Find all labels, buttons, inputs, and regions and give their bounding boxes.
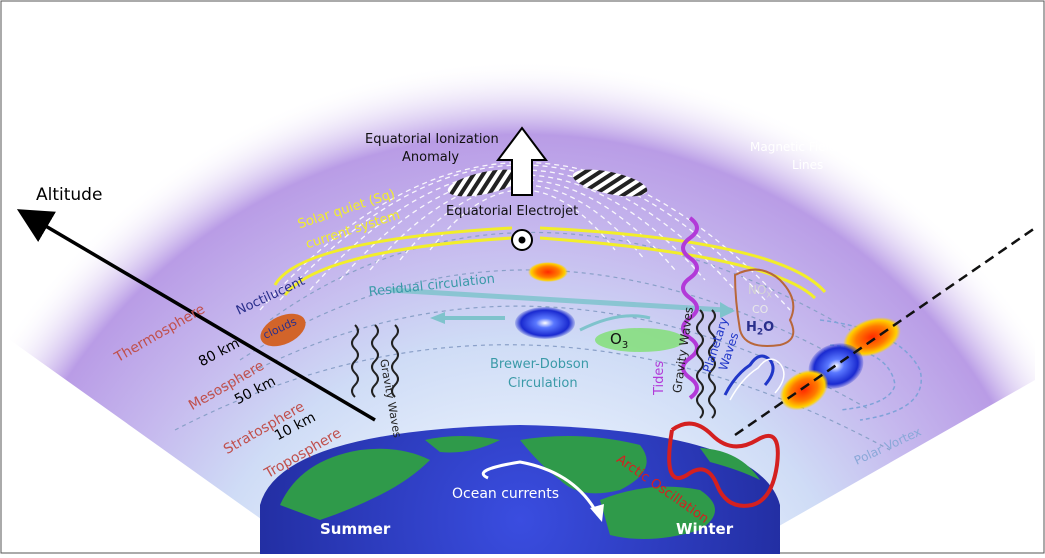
winter-label: Winter <box>676 520 734 538</box>
gravity-waves-right <box>696 309 716 419</box>
cold-spot-stratosphere <box>515 307 575 339</box>
hot-spot-mesosphere <box>528 262 568 282</box>
ozone-label: O3 <box>610 330 629 351</box>
summer-label: Summer <box>320 520 391 538</box>
eia-label-line1: Equatorial Ionization <box>365 132 499 147</box>
planetary-waves <box>723 354 775 396</box>
land-masses <box>280 436 760 539</box>
ocean-currents-label: Ocean currents <box>452 486 560 502</box>
rotation-axis <box>734 226 1036 437</box>
magnetic-field-label-line1: Magnetic Field <box>750 140 837 154</box>
ocean-current-arrow <box>481 460 600 516</box>
brewer-dobson-label-line2: Circulation <box>508 376 578 391</box>
nox-label: NOX <box>748 283 772 300</box>
electrojet-label: Equatorial Electrojet <box>446 204 579 219</box>
altitude-axis-label: Altitude <box>36 185 103 205</box>
arctic-oscillation-wave <box>667 421 780 508</box>
noctilucent-clouds-blob <box>260 313 306 347</box>
gravity-waves-left <box>351 324 399 398</box>
tides-wave <box>681 216 699 400</box>
nox-box <box>733 268 795 347</box>
residual-circulation-arrow <box>389 287 726 313</box>
hot-spot-polar-upper <box>843 317 901 357</box>
eia-crest-right <box>572 169 648 197</box>
ozone-blob <box>595 328 685 352</box>
eia-label-line2: Anomaly <box>402 150 460 165</box>
altitude-axis-arrow <box>16 209 376 422</box>
upward-drift-arrow <box>496 126 548 196</box>
h2o-label: H2O <box>746 320 775 338</box>
tides-label: Tides <box>652 360 667 395</box>
atmosphere-fan <box>10 48 1035 554</box>
eia-crest-left <box>447 169 523 197</box>
brewer-dobson-label-line1: Brewer-Dobson <box>490 357 589 372</box>
sq-current-system <box>273 226 827 300</box>
magnetic-field-label-line2: Lines <box>792 158 824 172</box>
co-label: CO <box>752 303 769 316</box>
